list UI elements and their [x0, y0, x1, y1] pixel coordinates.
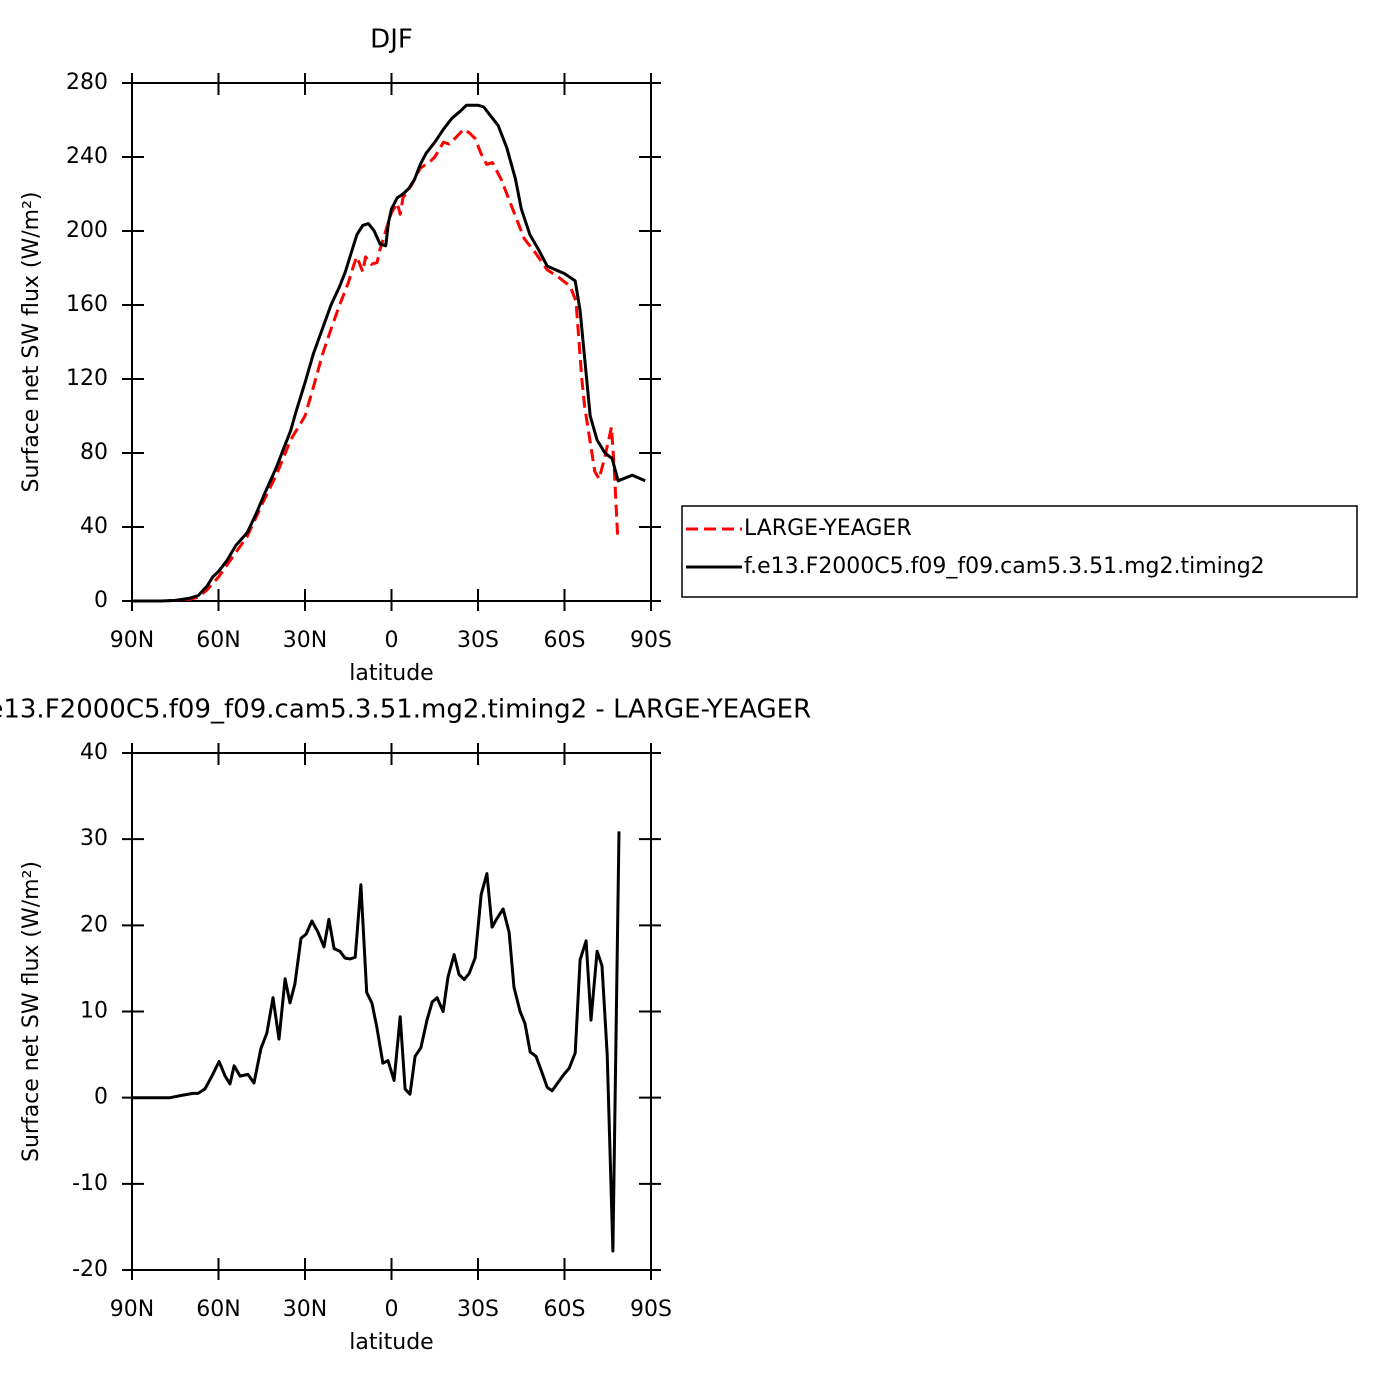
x-tick-label: 90N — [110, 1297, 154, 1322]
x-tick-label: 60N — [196, 628, 240, 653]
y-tick-label: 160 — [66, 292, 108, 317]
chart-title: DJF — [370, 25, 413, 55]
x-tick-label: 0 — [385, 628, 399, 653]
legend-box — [681, 505, 1358, 598]
y-axis-label: Surface net SW flux (W/m²) — [19, 191, 44, 492]
x-tick-label: 30S — [457, 628, 499, 653]
y-tick-label: 10 — [80, 999, 108, 1024]
plot-frame — [131, 82, 652, 602]
x-tick-label: 30S — [457, 1297, 499, 1322]
legend-label: LARGE-YEAGER — [744, 516, 912, 541]
y-tick-label: 40 — [80, 514, 108, 539]
data-line — [132, 127, 620, 603]
x-tick-label: 60S — [544, 1297, 586, 1322]
y-tick-label: 120 — [66, 366, 108, 391]
plot-frame — [131, 752, 652, 1271]
y-tick-label: 30 — [80, 826, 108, 851]
x-tick-label: 30N — [283, 1297, 327, 1322]
y-tick-label: 40 — [80, 740, 108, 765]
chart-title: f.e13.F2000C5.f09_f09.cam5.3.51.mg2.timi… — [0, 695, 811, 725]
data-line — [132, 831, 621, 1253]
legend-label: f.e13.F2000C5.f09_f09.cam5.3.51.mg2.timi… — [744, 554, 1265, 579]
x-tick-label: 60N — [196, 1297, 240, 1322]
y-tick-label: -10 — [72, 1171, 108, 1196]
y-axis-label: Surface net SW flux (W/m²) — [19, 861, 44, 1162]
y-tick-label: 0 — [94, 1085, 108, 1110]
y-tick-label: -20 — [72, 1257, 108, 1282]
x-tick-label: 30N — [283, 628, 327, 653]
x-axis-label: latitude — [349, 661, 433, 686]
y-tick-label: 240 — [66, 144, 108, 169]
y-tick-label: 200 — [66, 218, 108, 243]
x-tick-label: 60S — [544, 628, 586, 653]
x-tick-label: 90N — [110, 628, 154, 653]
x-axis-label: latitude — [349, 1330, 433, 1355]
data-line — [132, 103, 646, 603]
x-tick-label: 0 — [385, 1297, 399, 1322]
y-tick-label: 280 — [66, 70, 108, 95]
y-tick-label: 20 — [80, 912, 108, 937]
y-tick-label: 80 — [80, 440, 108, 465]
y-tick-label: 0 — [94, 588, 108, 613]
x-tick-label: 90S — [630, 628, 672, 653]
x-tick-label: 90S — [630, 1297, 672, 1322]
